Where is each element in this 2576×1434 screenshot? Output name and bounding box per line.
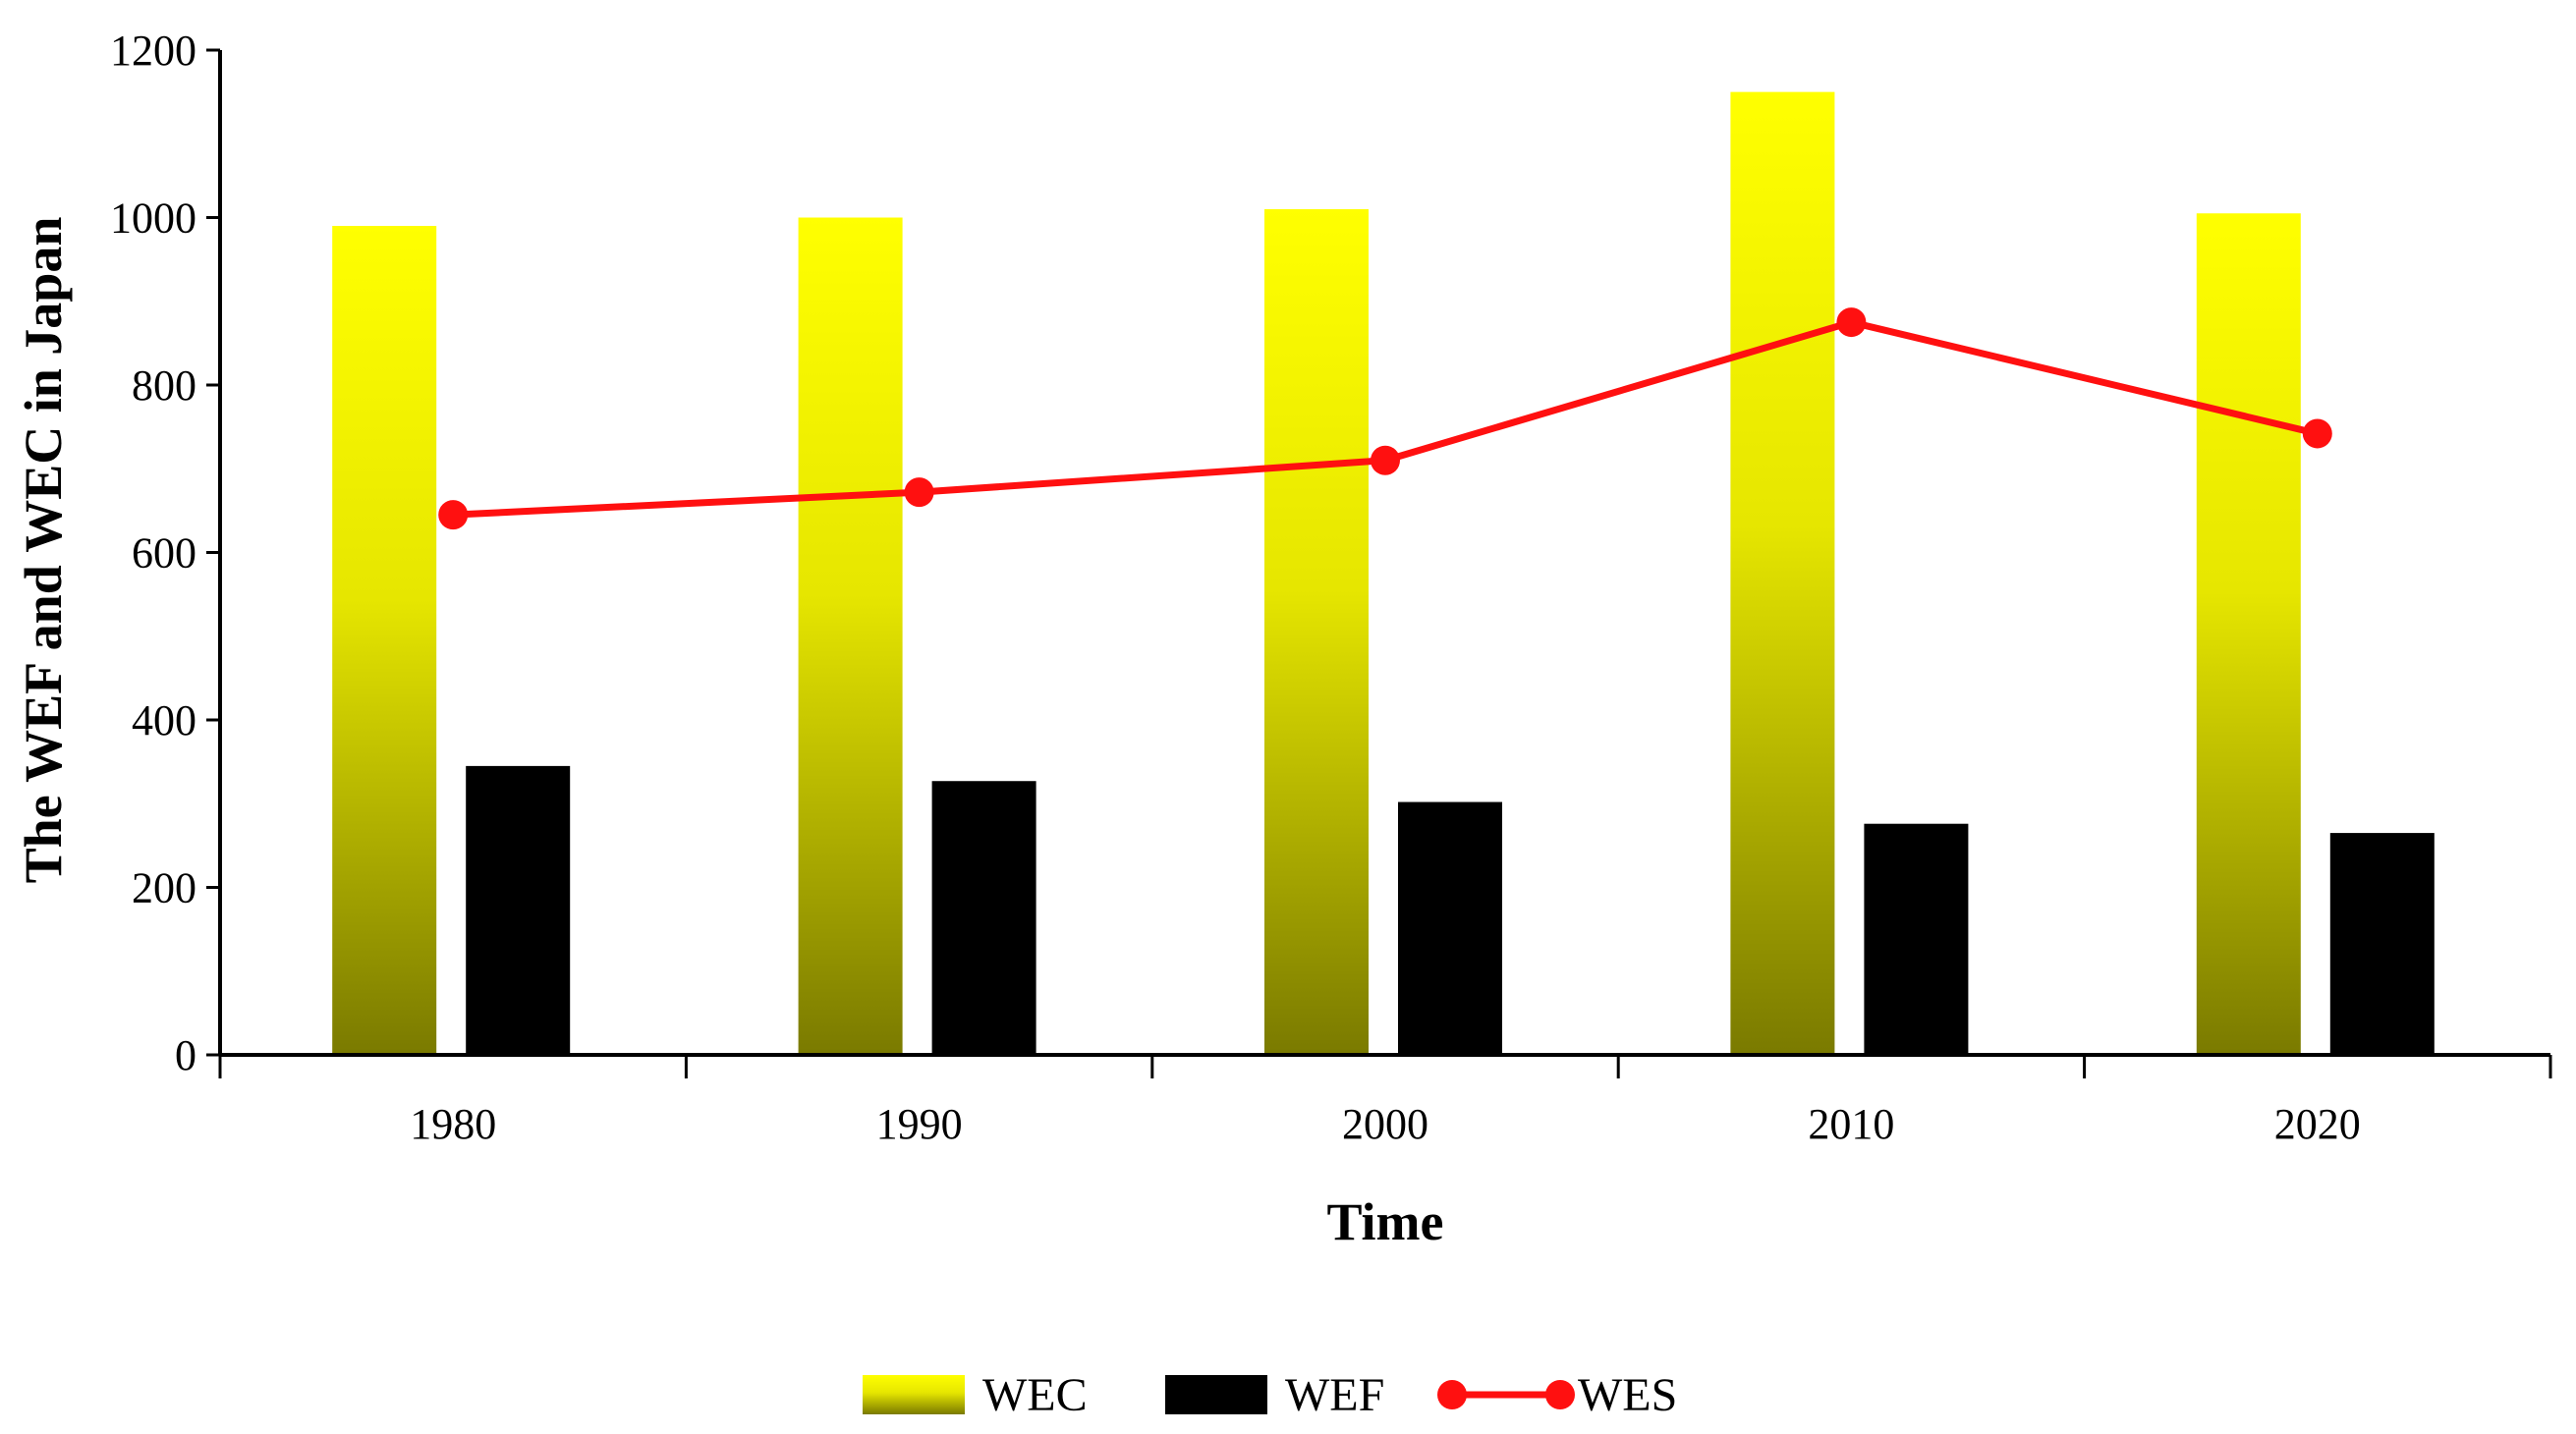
legend-swatch-wef	[1165, 1375, 1267, 1414]
y-ticks: 0 200 400 600 800 1000 1200	[110, 27, 220, 1079]
y-tick-label: 800	[132, 361, 196, 410]
bar-wec	[1264, 208, 1369, 1056]
x-tick-label: 2000	[1342, 1100, 1428, 1148]
point-wes	[2302, 418, 2332, 449]
y-tick-label: 600	[132, 529, 196, 578]
legend-label-wef: WEF	[1285, 1369, 1384, 1421]
x-tick-label: 1980	[410, 1100, 496, 1148]
plot-area	[332, 91, 2435, 1056]
bar-wef	[1864, 823, 1969, 1055]
x-tick-label: 2020	[2274, 1100, 2361, 1148]
y-tick-label: 400	[132, 696, 196, 745]
line-wes	[453, 318, 2319, 519]
y-tick-label: 1000	[110, 194, 196, 243]
point-wes	[1836, 307, 1867, 338]
bar-wef	[1398, 801, 1502, 1055]
bars-layer	[332, 91, 2435, 1056]
legend-marker-wes	[1545, 1380, 1575, 1409]
legend-swatch-wec	[863, 1375, 965, 1414]
y-tick-label: 1200	[110, 27, 196, 75]
axes: 0 200 400 600 800 1000 1200 1980 1990 2000 2010 20…	[110, 27, 2552, 1148]
bar-wec	[1730, 91, 1835, 1055]
legend: WEC WEF WES	[863, 1369, 1677, 1421]
x-tick-label: 2010	[1808, 1100, 1894, 1148]
bar-wec	[798, 217, 903, 1055]
x-tick-label: 1990	[876, 1100, 963, 1148]
bar-wec	[2196, 213, 2301, 1056]
legend-label-wes: WES	[1578, 1369, 1677, 1421]
y-tick-label: 200	[132, 864, 196, 912]
bar-wef	[466, 765, 571, 1055]
line-layer	[438, 307, 2332, 530]
x-ticks: 1980 1990 2000 2010 2020	[218, 1055, 2552, 1148]
y-axis-title: The WEF and WEC in Japan	[14, 217, 73, 884]
point-wes	[1371, 445, 1400, 475]
y-tick-label: 0	[175, 1031, 196, 1079]
bar-wef	[2329, 833, 2435, 1055]
bar-wec	[332, 226, 437, 1055]
point-wes	[438, 500, 469, 530]
bar-wef	[931, 781, 1036, 1055]
point-wes	[904, 477, 934, 508]
x-axis-title: Time	[1327, 1192, 1444, 1251]
legend-marker-wes	[1437, 1380, 1467, 1409]
legend-label-wec: WEC	[982, 1369, 1088, 1421]
